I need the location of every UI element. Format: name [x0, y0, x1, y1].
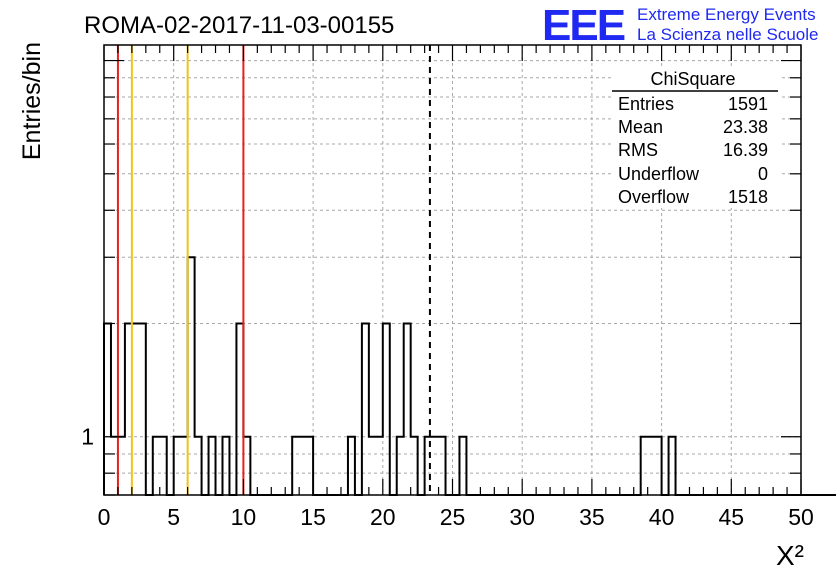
- axes: [103, 44, 802, 496]
- x-tick-label: 45: [719, 504, 745, 530]
- stats-row-value: 1518: [728, 187, 768, 207]
- x-tick-label: 10: [231, 504, 257, 530]
- stats-box: ChiSquare Entries 1591 Mean 23.38 RMS 16…: [612, 68, 780, 208]
- stats-box-title: ChiSquare: [650, 69, 735, 89]
- x-tick-label: 15: [300, 504, 326, 530]
- logo-mark: EEE: [542, 1, 625, 50]
- histogram-outline: [103, 256, 836, 496]
- stats-row-label: Underflow: [618, 164, 700, 184]
- x-tick-label: 20: [370, 504, 396, 530]
- x-tick-label: 5: [167, 504, 180, 530]
- logo: EEE Extreme Energy Events La Scienza nel…: [542, 1, 818, 50]
- y-tick-label: 1: [81, 424, 94, 450]
- x-axis-label: X²: [776, 540, 804, 571]
- histogram-series: [103, 256, 836, 496]
- stats-row-label: RMS: [618, 140, 658, 160]
- x-tick-label: 25: [440, 504, 466, 530]
- stats-row-value: 23.38: [723, 117, 768, 137]
- reference-lines: [116, 45, 431, 495]
- stats-row-value: 1591: [728, 94, 768, 114]
- stats-row-label: Entries: [618, 94, 674, 114]
- tick-labels: 0 5 10 15 20 25 30 35 40 45 50 1: [81, 424, 814, 530]
- stats-row-label: Mean: [618, 117, 663, 137]
- stats-row-value: 0: [758, 164, 768, 184]
- y-axis-label: Entries/bin: [18, 42, 46, 160]
- logo-line-1: Extreme Energy Events: [637, 5, 816, 24]
- stats-row-value: 16.39: [723, 140, 768, 160]
- x-tick-label: 50: [788, 504, 814, 530]
- stats-row-label: Overflow: [618, 187, 690, 207]
- x-tick-label: 0: [98, 504, 111, 530]
- logo-line-2: La Scienza nelle Scuole: [637, 25, 818, 44]
- x-tick-label: 40: [649, 504, 675, 530]
- x-tick-label: 35: [579, 504, 605, 530]
- chart-title: ROMA-02-2017-11-03-00155: [84, 12, 394, 39]
- x-tick-label: 30: [509, 504, 535, 530]
